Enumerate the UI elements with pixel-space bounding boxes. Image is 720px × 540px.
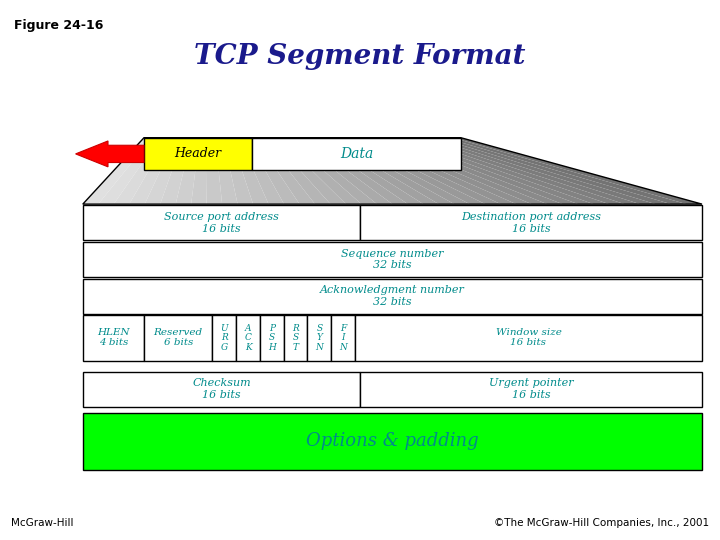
Text: Urgent pointer
16 bits: Urgent pointer 16 bits	[489, 378, 573, 400]
Bar	[307, 315, 331, 361]
Bar	[83, 279, 702, 314]
Text: U
R
G: U R G	[220, 323, 228, 352]
Polygon shape	[239, 138, 284, 204]
Polygon shape	[413, 138, 624, 204]
Polygon shape	[207, 138, 222, 204]
Text: Destination port address
16 bits: Destination port address 16 bits	[461, 212, 601, 233]
Text: Header: Header	[174, 147, 222, 160]
Polygon shape	[263, 138, 330, 204]
Text: Source port address
16 bits: Source port address 16 bits	[164, 212, 279, 233]
Bar	[83, 315, 144, 361]
FancyArrow shape	[76, 141, 144, 167]
Text: P
S
H: P S H	[268, 323, 276, 352]
Bar	[331, 315, 355, 361]
Polygon shape	[366, 138, 531, 204]
Polygon shape	[145, 138, 184, 204]
Text: A
C
K: A C K	[245, 323, 251, 352]
Bar	[83, 413, 702, 470]
Polygon shape	[160, 138, 192, 204]
Text: McGraw-Hill: McGraw-Hill	[11, 518, 73, 528]
Polygon shape	[318, 138, 439, 204]
Polygon shape	[279, 138, 361, 204]
Polygon shape	[223, 138, 253, 204]
Polygon shape	[350, 138, 501, 204]
Polygon shape	[374, 138, 547, 204]
Polygon shape	[247, 138, 300, 204]
Bar	[236, 315, 260, 361]
Bar	[83, 242, 702, 277]
Polygon shape	[326, 138, 454, 204]
Bar	[360, 205, 702, 240]
Polygon shape	[83, 138, 152, 204]
Polygon shape	[271, 138, 346, 204]
Polygon shape	[310, 138, 423, 204]
Polygon shape	[98, 138, 160, 204]
Polygon shape	[437, 138, 671, 204]
Bar	[360, 372, 702, 407]
Bar	[252, 138, 461, 170]
Text: ©The McGraw-Hill Companies, Inc., 2001: ©The McGraw-Hill Companies, Inc., 2001	[494, 518, 709, 528]
Polygon shape	[302, 138, 408, 204]
Text: Window size
16 bits: Window size 16 bits	[495, 328, 562, 347]
Polygon shape	[429, 138, 655, 204]
Text: S
Y
N: S Y N	[315, 323, 323, 352]
Polygon shape	[445, 138, 687, 204]
Text: Data: Data	[340, 147, 373, 161]
Bar	[83, 372, 360, 407]
Polygon shape	[405, 138, 609, 204]
Polygon shape	[114, 138, 168, 204]
Polygon shape	[453, 138, 702, 204]
Text: Checksum
16 bits: Checksum 16 bits	[192, 378, 251, 400]
Bar	[144, 138, 252, 170]
Bar	[284, 315, 307, 361]
Polygon shape	[358, 138, 516, 204]
Text: HLEN
4 bits: HLEN 4 bits	[97, 328, 130, 347]
Polygon shape	[294, 138, 392, 204]
Text: Reserved
6 bits: Reserved 6 bits	[153, 328, 203, 347]
Polygon shape	[287, 138, 377, 204]
Polygon shape	[334, 138, 469, 204]
Bar	[355, 315, 702, 361]
Polygon shape	[255, 138, 315, 204]
Polygon shape	[130, 138, 176, 204]
Bar	[144, 315, 212, 361]
Text: Sequence number
32 bits: Sequence number 32 bits	[341, 248, 444, 271]
Polygon shape	[192, 138, 207, 204]
Text: R
S
T: R S T	[292, 323, 299, 352]
Text: Figure 24-16: Figure 24-16	[14, 19, 104, 32]
Text: TCP Segment Format: TCP Segment Format	[194, 43, 526, 70]
Polygon shape	[215, 138, 238, 204]
Polygon shape	[342, 138, 485, 204]
Text: Acknowledgment number
32 bits: Acknowledgment number 32 bits	[320, 285, 465, 307]
Text: F
I
N: F I N	[339, 323, 347, 352]
Bar	[260, 315, 284, 361]
Polygon shape	[421, 138, 640, 204]
Polygon shape	[397, 138, 593, 204]
Bar	[212, 315, 236, 361]
Text: Options & padding: Options & padding	[306, 433, 479, 450]
Polygon shape	[231, 138, 269, 204]
Bar	[83, 205, 360, 240]
Polygon shape	[382, 138, 563, 204]
Polygon shape	[390, 138, 578, 204]
Polygon shape	[176, 138, 199, 204]
